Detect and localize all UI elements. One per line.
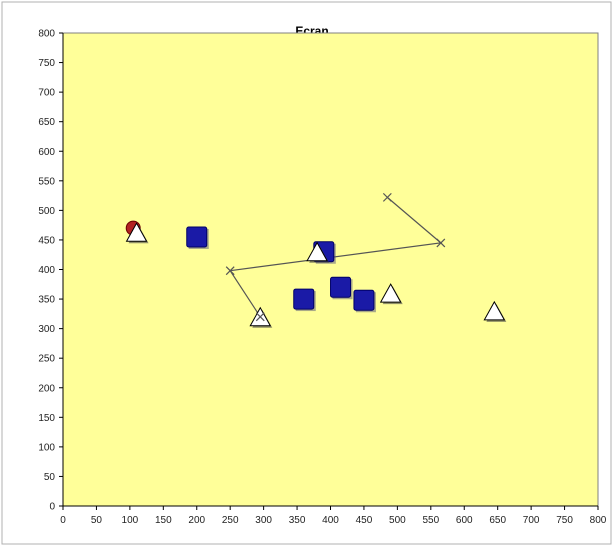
y-tick-label: 150 <box>38 413 55 424</box>
plot-area <box>62 32 599 507</box>
x-tick-label: 250 <box>222 515 239 526</box>
y-tick-label: 250 <box>38 354 55 365</box>
y-tick-label: 750 <box>38 58 55 69</box>
x-tick-label: 400 <box>322 515 339 526</box>
y-tick-label: 650 <box>38 117 55 128</box>
x-tick-label: 500 <box>389 515 406 526</box>
x-tick-label: 100 <box>122 515 139 526</box>
square-marker <box>353 289 375 311</box>
y-tick-label: 100 <box>38 442 55 453</box>
x-tick-label: 450 <box>356 515 373 526</box>
y-tick-label: 700 <box>38 88 55 99</box>
y-tick-label: 550 <box>38 176 55 187</box>
square-marker <box>330 276 352 298</box>
y-tick-label: 350 <box>38 295 55 306</box>
y-tick-label: 200 <box>38 383 55 394</box>
x-tick-label: 700 <box>523 515 540 526</box>
x-marker <box>225 266 235 276</box>
y-tick-label: 500 <box>38 206 55 217</box>
x-marker <box>436 238 446 248</box>
square-marker <box>293 288 315 310</box>
x-tick-label: 750 <box>556 515 573 526</box>
triangle-marker <box>379 283 402 303</box>
x-tick-label: 150 <box>155 515 172 526</box>
square-marker <box>186 226 208 248</box>
x-tick-label: 550 <box>422 515 439 526</box>
y-tick-label: 50 <box>44 472 56 483</box>
x-marker <box>255 312 265 322</box>
series-layer <box>125 192 507 328</box>
x-tick-label: 300 <box>255 515 272 526</box>
x-tick-label: 650 <box>489 515 506 526</box>
x-tick-label: 800 <box>590 515 607 526</box>
y-tick-label: 400 <box>38 265 55 276</box>
x-tick-label: 350 <box>289 515 306 526</box>
x-tick-label: 0 <box>60 515 66 526</box>
y-tick-label: 600 <box>38 147 55 158</box>
triangle-marker <box>125 222 148 242</box>
x-tick-label: 200 <box>188 515 205 526</box>
x-tick-label: 600 <box>456 515 473 526</box>
y-tick-label: 300 <box>38 324 55 335</box>
y-tick-label: 450 <box>38 235 55 246</box>
triangle-marker <box>306 241 328 262</box>
x-tick-label: 50 <box>91 515 103 526</box>
triangle-marker <box>483 300 506 321</box>
y-tick-label: 0 <box>49 502 55 513</box>
y-tick-label: 800 <box>38 29 55 40</box>
axes: 0501001502002503003504004505005506006507… <box>38 29 606 527</box>
x-marker <box>382 192 392 202</box>
